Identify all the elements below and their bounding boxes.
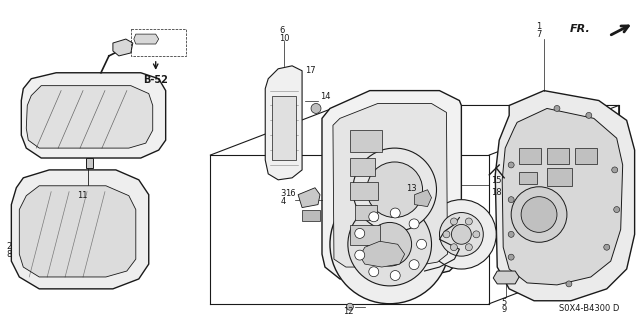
Circle shape xyxy=(521,197,557,232)
Circle shape xyxy=(443,231,450,238)
Polygon shape xyxy=(322,91,461,279)
Polygon shape xyxy=(113,39,133,56)
Polygon shape xyxy=(360,241,404,267)
Circle shape xyxy=(465,244,472,251)
Circle shape xyxy=(311,103,321,114)
Circle shape xyxy=(330,185,449,304)
Polygon shape xyxy=(12,170,148,289)
Polygon shape xyxy=(21,73,166,158)
Text: 3: 3 xyxy=(280,189,285,198)
Text: 10: 10 xyxy=(279,34,290,43)
Bar xyxy=(575,148,596,164)
Text: 1: 1 xyxy=(536,22,541,31)
Text: 13: 13 xyxy=(406,184,416,193)
Circle shape xyxy=(369,267,379,277)
Circle shape xyxy=(614,207,620,212)
Text: 6: 6 xyxy=(279,26,285,35)
Circle shape xyxy=(451,218,458,225)
Circle shape xyxy=(390,208,400,218)
Circle shape xyxy=(353,148,436,231)
Circle shape xyxy=(346,303,353,310)
Circle shape xyxy=(355,250,365,260)
Bar xyxy=(302,210,320,221)
Circle shape xyxy=(348,203,431,286)
Text: FR.: FR. xyxy=(570,24,591,34)
Circle shape xyxy=(473,231,480,238)
Bar xyxy=(350,158,375,176)
Polygon shape xyxy=(502,108,623,285)
Circle shape xyxy=(508,231,514,237)
Bar xyxy=(350,182,378,200)
Circle shape xyxy=(355,228,365,238)
Text: 11: 11 xyxy=(77,191,87,200)
Bar xyxy=(519,148,541,164)
Circle shape xyxy=(409,260,419,270)
Polygon shape xyxy=(272,96,296,160)
Polygon shape xyxy=(265,66,302,180)
Circle shape xyxy=(612,167,618,173)
Circle shape xyxy=(409,219,419,229)
Circle shape xyxy=(465,218,472,225)
Circle shape xyxy=(511,187,567,242)
Circle shape xyxy=(390,271,400,280)
Text: 18: 18 xyxy=(492,188,502,197)
Text: 12: 12 xyxy=(343,307,353,315)
Polygon shape xyxy=(26,85,153,148)
Polygon shape xyxy=(134,34,159,44)
Polygon shape xyxy=(298,188,320,208)
Circle shape xyxy=(451,244,458,251)
Circle shape xyxy=(417,239,426,249)
Bar xyxy=(519,172,537,184)
Text: 5: 5 xyxy=(501,298,506,307)
Polygon shape xyxy=(333,103,447,267)
Text: 9: 9 xyxy=(501,305,506,314)
Bar xyxy=(350,130,381,152)
Text: 7: 7 xyxy=(536,30,541,39)
Text: 17: 17 xyxy=(305,66,316,75)
Polygon shape xyxy=(495,91,635,301)
Bar xyxy=(355,204,377,220)
Text: 4: 4 xyxy=(280,197,285,206)
Circle shape xyxy=(508,162,514,168)
Text: B-52: B-52 xyxy=(143,75,168,85)
Circle shape xyxy=(369,212,379,222)
Text: S0X4-B4300 D: S0X4-B4300 D xyxy=(559,304,619,313)
Bar xyxy=(350,226,380,245)
Circle shape xyxy=(426,200,496,269)
Text: 15: 15 xyxy=(492,176,502,185)
Polygon shape xyxy=(19,186,136,277)
Circle shape xyxy=(566,281,572,287)
Text: 8: 8 xyxy=(6,250,12,259)
Circle shape xyxy=(368,222,412,266)
Circle shape xyxy=(367,162,422,218)
Bar xyxy=(547,148,569,164)
Circle shape xyxy=(508,197,514,203)
Circle shape xyxy=(604,244,610,250)
Text: 2: 2 xyxy=(6,242,12,251)
Text: 16: 16 xyxy=(285,189,296,198)
Polygon shape xyxy=(415,190,431,207)
Circle shape xyxy=(508,254,514,260)
Circle shape xyxy=(440,212,483,256)
Circle shape xyxy=(586,112,592,118)
Polygon shape xyxy=(493,271,519,284)
Text: 14: 14 xyxy=(320,92,330,100)
Polygon shape xyxy=(86,158,93,168)
Circle shape xyxy=(451,225,471,244)
Circle shape xyxy=(554,106,560,111)
Bar xyxy=(547,168,572,186)
